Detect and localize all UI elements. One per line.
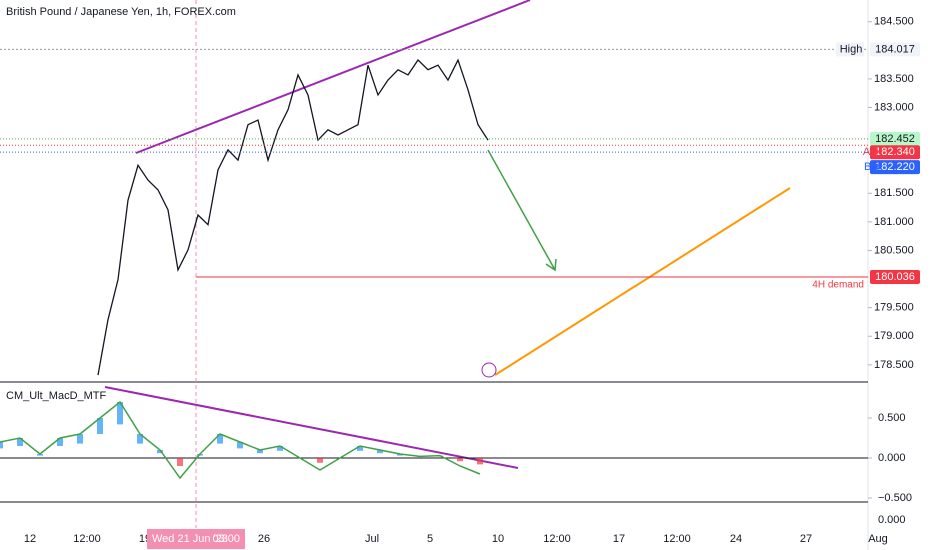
x-tick-label: 5 xyxy=(427,533,433,545)
x-tick-label: 27 xyxy=(800,533,812,545)
histogram-bar xyxy=(317,458,323,463)
y-tick-label: 0.000 xyxy=(878,452,906,464)
price-tag xyxy=(870,160,920,175)
histogram-bar xyxy=(0,442,3,449)
price-tag xyxy=(870,131,920,146)
x-tick-label: Jul xyxy=(365,533,379,545)
y-tick-label: −0.500 xyxy=(878,492,912,504)
x-tick-label: 12:00 xyxy=(663,533,691,545)
bid-label: Bid xyxy=(864,161,880,173)
trend-line xyxy=(104,386,519,469)
histogram-bar xyxy=(397,454,403,456)
histogram-bar xyxy=(277,446,283,451)
arrow xyxy=(487,149,556,271)
x-tick-label: 17 xyxy=(613,533,625,545)
histogram-bar xyxy=(237,442,243,449)
high-label: High xyxy=(840,43,863,55)
y-tick-label: 180.500 xyxy=(874,244,914,256)
indicator-title: CM_Ult_MacD_MTF xyxy=(6,390,107,402)
price-tag-label: 182.452 xyxy=(875,133,915,145)
ask-label: Ask xyxy=(863,146,882,158)
histogram-bar xyxy=(477,458,483,465)
crosshair-time: 03:00 xyxy=(212,533,240,545)
price-tag-label: 182.340 xyxy=(875,146,915,158)
histogram-bar xyxy=(17,438,23,446)
x-tick-label: 12 xyxy=(24,533,36,545)
macd-line xyxy=(0,400,481,480)
alert-icon[interactable] xyxy=(481,362,497,378)
price-tag-label: 182.220 xyxy=(875,161,915,173)
x-tick-label: 12:00 xyxy=(543,533,571,545)
histogram-bar xyxy=(217,434,223,444)
y-tick-label: 184.500 xyxy=(874,16,914,28)
histogram-bar xyxy=(137,434,143,444)
trend-line xyxy=(135,0,531,154)
crosshair-date: Wed 21 Jun '23 xyxy=(152,533,228,545)
demand-label: 4H demand xyxy=(812,280,864,291)
histogram-bar xyxy=(177,458,183,466)
x-tick-label: 12:00 xyxy=(73,533,101,545)
price-tag xyxy=(870,145,920,160)
histogram-bar xyxy=(97,418,103,434)
histogram-bar xyxy=(257,450,263,454)
price-line xyxy=(97,58,489,376)
chart-title: British Pound / Japanese Yen, 1h, FOREX.… xyxy=(6,6,236,18)
histogram-bar xyxy=(157,450,163,454)
y-tick-label: 0.000 xyxy=(878,514,906,526)
histogram-bar xyxy=(457,458,463,462)
x-tick-label: 24 xyxy=(730,533,742,545)
price-tag-label: 180.036 xyxy=(875,271,915,283)
y-tick-label: 183.500 xyxy=(874,73,914,85)
y-tick-label: 181.000 xyxy=(874,216,914,228)
y-tick-label: 178.500 xyxy=(874,359,914,371)
y-tick-label: 183.000 xyxy=(874,101,914,113)
histogram-bar xyxy=(57,438,63,446)
histogram-bar xyxy=(77,434,83,444)
histogram-bar xyxy=(377,450,383,454)
y-tick-label: 0.500 xyxy=(878,412,906,424)
high-badge xyxy=(836,42,864,57)
price-tag-label: 184.017 xyxy=(875,43,915,55)
x-tick-label: Aug xyxy=(868,533,888,545)
y-tick-label: 179.500 xyxy=(874,302,914,314)
price-tag xyxy=(870,42,920,57)
crosshair-badge xyxy=(147,529,245,549)
x-tick-label: 10 xyxy=(492,533,504,545)
trend-line xyxy=(494,187,791,376)
y-tick-label: 179.000 xyxy=(874,330,914,342)
histogram-bar xyxy=(357,446,363,451)
price-tag xyxy=(870,270,920,285)
histogram-bar xyxy=(117,402,123,425)
arrow-head xyxy=(545,258,557,272)
x-tick-label: 26 xyxy=(258,533,270,545)
y-tick-label: 181.500 xyxy=(874,187,914,199)
